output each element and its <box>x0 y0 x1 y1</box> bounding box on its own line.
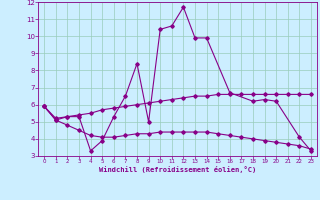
X-axis label: Windchill (Refroidissement éolien,°C): Windchill (Refroidissement éolien,°C) <box>99 166 256 173</box>
